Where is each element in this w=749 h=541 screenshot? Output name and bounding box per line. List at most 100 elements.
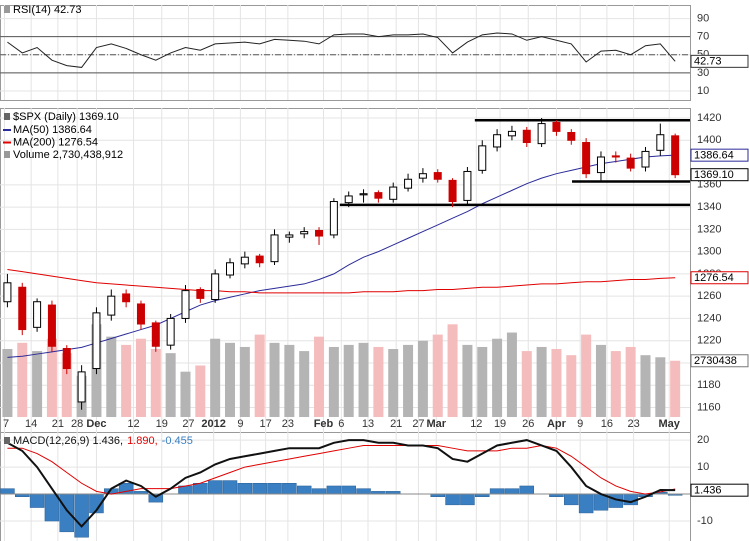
volume-bar: [492, 338, 503, 417]
y-tick-label: 1340: [697, 201, 721, 213]
panel-frame: [0, 5, 691, 101]
volume-bar: [670, 360, 681, 417]
value-tag-label: 1.436: [694, 485, 722, 497]
histogram-bar: [193, 483, 208, 495]
candle-body: [507, 130, 516, 137]
candle-body: [18, 286, 27, 331]
histogram-bar: [29, 493, 45, 508]
volume-bar: [239, 346, 250, 417]
x-tick-label: 16: [601, 418, 613, 430]
volume-bar: [225, 342, 235, 417]
candle-body: [240, 256, 249, 265]
volume-bar: [462, 344, 473, 417]
candle-body: [374, 192, 383, 199]
volume-bar: [432, 334, 443, 417]
candle-body: [418, 173, 427, 179]
histogram-bar: [267, 483, 282, 495]
histogram-bar: [74, 493, 89, 538]
x-tick-label: 12: [470, 418, 482, 430]
volume-bar: [447, 324, 458, 417]
value-tag: [690, 354, 749, 368]
candle-body: [329, 201, 338, 236]
volume-bar: [195, 365, 206, 417]
candle-body: [478, 145, 487, 171]
candle-body: [389, 186, 398, 200]
histogram-bar: [222, 480, 238, 495]
legend-swatch: [4, 113, 10, 120]
candle-body: [136, 303, 145, 325]
volume-bar: [150, 349, 161, 417]
candle-body: [611, 155, 620, 158]
candle-body: [62, 347, 71, 370]
histogram-bar: [252, 483, 267, 495]
volume-bar: [314, 336, 325, 417]
y-tick-label: 1260: [697, 290, 721, 302]
x-tick-label: 7: [3, 418, 9, 430]
legend-label: MA(50) 1386.64: [13, 124, 92, 136]
candle-body: [181, 290, 190, 319]
histogram-bar: [207, 480, 223, 495]
candle-body: [300, 231, 309, 235]
volume-bar: [269, 342, 280, 417]
volume-bar: [373, 346, 384, 417]
x-tick-label: 27: [412, 418, 424, 430]
candle-body: [567, 131, 576, 141]
histogram-bar: [519, 485, 535, 495]
histogram-bar: [356, 488, 371, 495]
y-tick-label: 1220: [697, 335, 721, 347]
volume-bar: [610, 351, 621, 417]
legend-swatch: [4, 151, 10, 158]
volume-bar: [165, 353, 176, 417]
x-tick-label: Apr: [547, 418, 567, 430]
legend-swatch: [4, 6, 10, 13]
x-tick-label: 27: [182, 418, 194, 430]
candle-body: [671, 135, 680, 176]
y-tick-label: 20: [697, 434, 709, 446]
y-tick-label: 1400: [697, 134, 721, 146]
candle-body: [226, 262, 234, 276]
volume-bar: [536, 346, 547, 417]
volume-bar: [477, 346, 488, 417]
panel-title: $SPX (Daily) 1369.10: [13, 111, 119, 123]
histogram-bar: [237, 483, 253, 495]
volume-bar: [328, 346, 339, 417]
y-tick-label: 1240: [697, 312, 721, 324]
x-tick-label: 28: [71, 418, 83, 430]
value-tag: [690, 168, 749, 182]
volume-bar: [284, 344, 295, 417]
volume-bar: [595, 344, 606, 417]
candle-body: [285, 234, 294, 238]
candle-body: [122, 293, 131, 303]
candle-body: [344, 195, 353, 204]
candle-body: [537, 123, 546, 145]
histogram-bar: [44, 493, 60, 522]
candle-body: [626, 157, 635, 169]
candle-body: [359, 193, 368, 196]
candle-body: [404, 178, 413, 189]
candle-body: [3, 282, 12, 303]
histogram-bar: [282, 483, 297, 495]
candle-body: [656, 134, 665, 151]
panel-title: RSI(14) 42.73: [13, 4, 81, 16]
x-tick-label: 26: [522, 418, 534, 430]
value-tag-label: 42.73: [694, 56, 722, 68]
candle-body: [448, 179, 457, 203]
volume-bar: [106, 336, 117, 417]
volume-bar: [551, 349, 562, 417]
x-tick-label: 17: [259, 418, 271, 430]
histogram-bar: [311, 488, 327, 495]
legend: MACD(12,26,9) 1.436, 1.890, -0.455: [13, 435, 193, 447]
x-tick-label: 9: [237, 418, 243, 430]
histogram-bar: [578, 493, 594, 514]
volume-bar: [61, 353, 72, 417]
histogram-bar: [564, 493, 579, 506]
value-tag: [690, 148, 749, 162]
candle-body: [211, 273, 220, 301]
x-tick-label: 13: [362, 418, 374, 430]
volume-bar: [2, 349, 13, 417]
histogram-bar: [326, 485, 342, 495]
histogram-bar: [445, 493, 460, 506]
x-tick-label: 6: [338, 418, 344, 430]
y-tick-label: 1360: [697, 179, 721, 191]
